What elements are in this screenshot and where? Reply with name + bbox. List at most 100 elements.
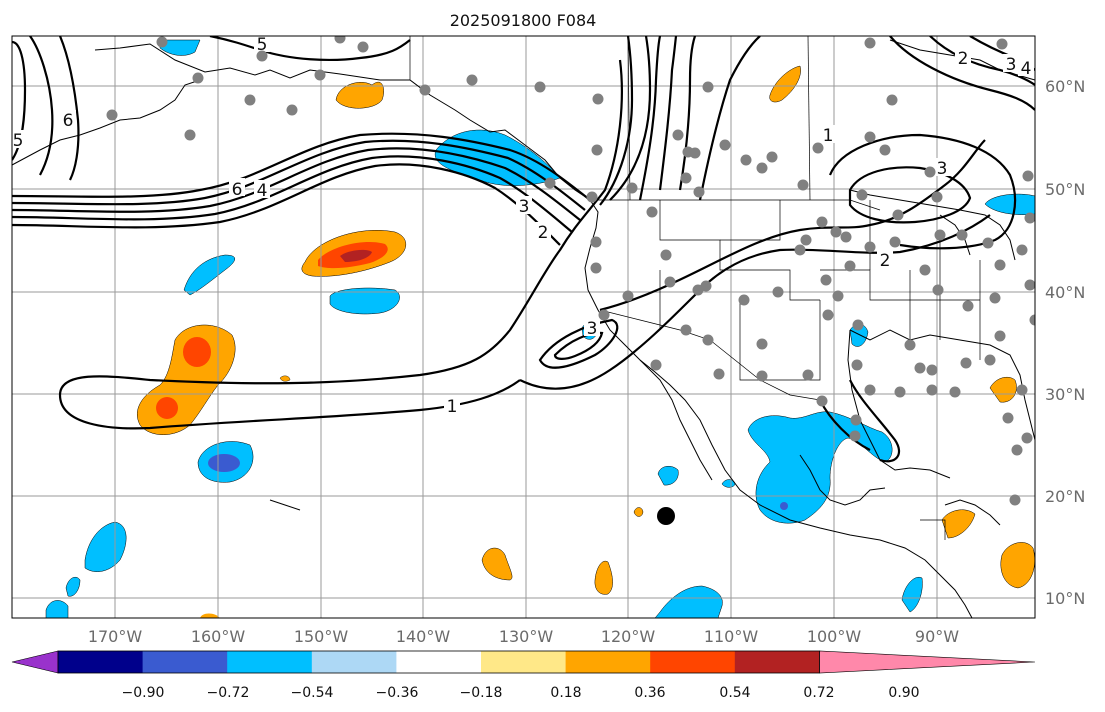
lat-label: 20°N (1045, 487, 1085, 506)
contour-label: 3 (937, 159, 948, 179)
contour-label: 1 (447, 397, 458, 417)
station-marker (466, 74, 478, 86)
station-marker (622, 290, 634, 302)
station-marker (184, 129, 196, 141)
negative-anomaly-area (159, 39, 201, 56)
negative-anomaly-core (780, 502, 788, 510)
contour-label: 2 (880, 251, 891, 271)
station-marker (894, 386, 906, 398)
station-marker (812, 142, 824, 154)
positive-anomaly-core (183, 337, 211, 367)
station-marker (994, 259, 1006, 271)
colorbar-tick-labels: −0.90 −0.72 −0.54 −0.36 −0.18 0.18 0.36 … (122, 685, 920, 701)
political-borders (409, 36, 981, 540)
lat-label: 10°N (1045, 589, 1085, 608)
negative-anomaly-area (657, 466, 679, 486)
station-marker (794, 244, 806, 256)
map-title: 2025091800 F084 (450, 11, 597, 30)
station-marker (586, 191, 598, 203)
station-marker (1022, 170, 1034, 182)
station-marker (256, 50, 268, 62)
negative-anomaly-area (984, 193, 1035, 215)
station-marker (544, 177, 556, 189)
station-marker (738, 294, 750, 306)
station-marker (591, 144, 603, 156)
station-marker (156, 36, 168, 48)
contour-label: 5 (13, 131, 24, 151)
positive-anomaly-area (769, 65, 801, 103)
station-marker (956, 229, 968, 241)
colorbar-segment (650, 651, 736, 673)
station-marker (713, 368, 725, 380)
contour-label: 2 (538, 223, 549, 243)
contour-label: 6 (232, 180, 243, 200)
negative-anomaly-area (65, 577, 81, 597)
station-marker (357, 41, 369, 53)
station-marker (626, 182, 638, 194)
station-marker (989, 292, 1001, 304)
map-border (11, 35, 1036, 619)
station-marker (1029, 314, 1035, 326)
station-markers (106, 36, 1035, 506)
station-marker (844, 260, 856, 272)
contour-label: 3 (587, 319, 598, 339)
colorbar-extend-high (819, 650, 1036, 674)
station-marker (852, 319, 864, 331)
lon-label: 160°W (191, 627, 246, 646)
station-marker (719, 139, 731, 151)
station-marker (1016, 244, 1028, 256)
storm-position-marker (657, 507, 675, 525)
contour-label: 4 (1021, 59, 1032, 79)
colorbar-tick-label: 0.18 (550, 685, 581, 701)
contour-lines (12, 36, 1035, 463)
station-marker (534, 81, 546, 93)
station-marker (960, 357, 972, 369)
colorbar-tick-label: −0.36 (376, 685, 419, 701)
station-marker (598, 309, 610, 321)
station-marker (766, 151, 778, 163)
station-marker (192, 72, 204, 84)
lat-label: 50°N (1045, 180, 1085, 199)
station-marker (816, 216, 828, 228)
colorbar-tick-label: −0.90 (122, 685, 165, 701)
colorbar-tick-label: 0.54 (719, 685, 750, 701)
station-marker (864, 37, 876, 49)
station-marker (680, 172, 692, 184)
station-marker (924, 166, 936, 178)
station-marker (334, 36, 346, 44)
station-marker (660, 249, 672, 261)
station-marker (949, 386, 961, 398)
station-marker (797, 179, 809, 191)
station-marker (646, 206, 658, 218)
station-marker (886, 94, 898, 106)
station-marker (889, 236, 901, 248)
negative-anomaly-area (183, 254, 235, 296)
station-marker (849, 430, 861, 442)
station-marker (740, 154, 752, 166)
colorbar-tick-label: −0.54 (291, 685, 334, 701)
station-marker (1024, 212, 1035, 224)
lon-label: 90°W (915, 627, 959, 646)
map-panel: 5 6 6 4 3 2 1 3 2 3 1 5 2 3 4 (12, 36, 1035, 618)
colorbar-outline (57, 650, 820, 674)
colorbar-segment (565, 651, 651, 673)
station-marker (864, 241, 876, 253)
station-marker (592, 93, 604, 105)
lon-label: 120°W (601, 627, 656, 646)
colorbar-segment (734, 651, 820, 673)
positive-anomaly-area (941, 509, 976, 539)
station-marker (892, 209, 904, 221)
station-marker (672, 129, 684, 141)
lon-label: 110°W (704, 627, 759, 646)
graticule (12, 36, 1035, 618)
positive-anomaly-area (1000, 542, 1035, 589)
station-marker (934, 229, 946, 241)
colorbar-segment (227, 651, 313, 673)
colorbar-tick-label: −0.18 (460, 685, 503, 701)
positive-anomaly-max (340, 249, 372, 262)
colorbar-segment (481, 651, 567, 673)
positive-anomaly-area (481, 547, 513, 581)
contour-label: 4 (257, 181, 268, 201)
station-marker (244, 94, 256, 106)
